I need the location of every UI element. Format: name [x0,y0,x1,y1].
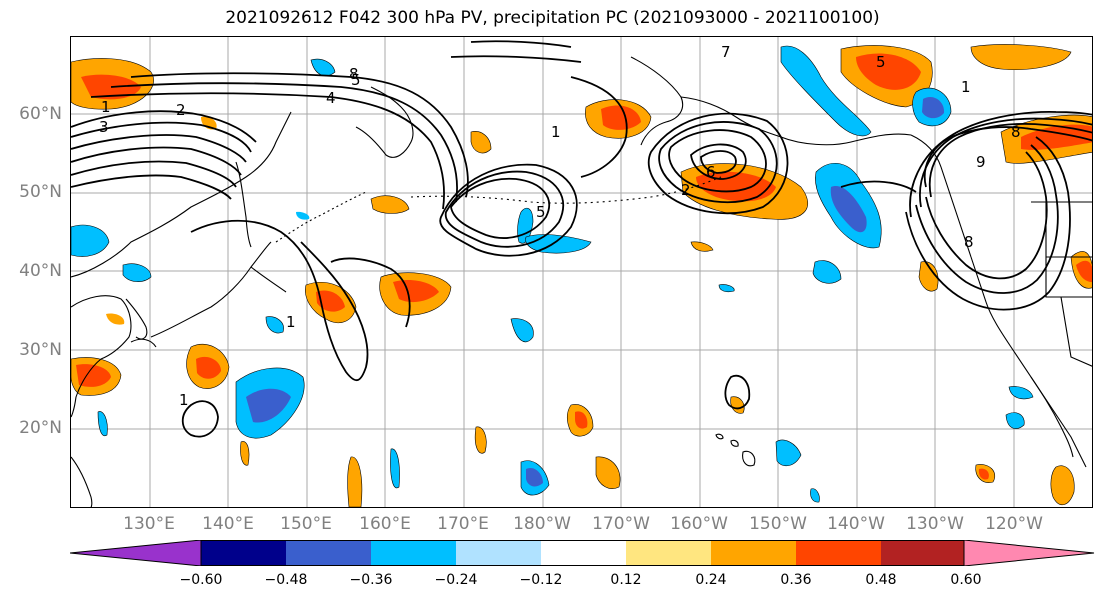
lon-label-120w: 120°W [985,514,1043,534]
contour-label: 5 [351,71,361,89]
colorbar-tick-label: 0.48 [865,572,897,588]
colorbar [69,539,1095,570]
colorbar-tick-label: −0.36 [349,572,393,588]
contour-label: 3 [99,118,109,136]
lon-label-170e: 170°E [437,514,489,534]
colorbar-swatch [456,540,541,566]
lon-label-180w: 180°W [513,514,571,534]
colorbar-swatch [881,540,964,566]
lat-label-50n: 50°N [19,182,62,202]
contour-label: 1 [286,313,296,331]
lon-label-160w: 160°W [670,514,728,534]
lon-label-170w: 170°W [592,514,650,534]
contour-label: 9 [976,153,986,171]
contour-label: 2 [176,101,186,119]
contour-label: 1 [551,123,561,141]
contour-label: 8 [964,233,974,251]
contour-label: 1 [179,391,189,409]
colorbar-tick-label: −0.24 [434,572,478,588]
colorbar-tick-label: 0.12 [610,572,642,588]
colorbar-swatch [626,540,711,566]
lat-label-20n: 20°N [19,418,62,438]
contour-label: 8 [349,65,359,83]
lon-label-130w: 130°W [906,514,964,534]
contour-label: 2 [681,181,691,199]
lat-label-30n: 30°N [19,340,62,360]
colorbar-swatch [796,540,881,566]
colorbar-swatch-lt-minus-060 [69,539,202,567]
contour-label: 5 [536,203,546,221]
colorbar-tick-label: −0.12 [519,572,563,588]
contour-label: 6 [706,163,716,181]
colorbar-tick-label: 0.24 [695,572,727,588]
colorbar-frame [200,540,965,566]
contour-label: 8 [1011,123,1021,141]
colorbar-swatch [541,540,626,566]
lon-label-160e: 160°E [359,514,411,534]
colorbar-swatch [371,540,456,566]
colorbar-tick-label: 0.36 [780,572,812,588]
negative-precip-areas [71,45,1034,503]
colorbar-swatch-gt-060 [963,539,1095,567]
colorbar-svg [69,539,1095,567]
map-title: 2021092612 F042 300 hPa PV, precipitatio… [225,8,880,28]
colorbar-tick-label: −0.48 [264,572,308,588]
contour-label: 5 [876,53,886,71]
lon-label-150e: 150°E [280,514,332,534]
colorbar-swatch [711,540,796,566]
contour-labels: 1 2 3 4 5 6 7 8 9 1 1 2 1 1 5 8 8 5 [99,43,1021,409]
colorbar-swatch [201,540,286,566]
map-panel: 1 2 3 4 5 6 7 8 9 1 1 2 1 1 5 8 8 5 [70,36,1093,508]
lon-label-150w: 150°W [749,514,807,534]
pv-contours [71,40,1092,438]
contour-label: 4 [326,89,336,107]
colorbar-swatch [286,540,371,566]
contour-label: 1 [961,78,971,96]
lon-label-130e: 130°E [123,514,175,534]
map-canvas: 1 2 3 4 5 6 7 8 9 1 1 2 1 1 5 8 8 5 [71,37,1092,507]
lon-label-140w: 140°W [827,514,885,534]
contour-label: 7 [721,43,731,61]
colorbar-tick-label: −0.60 [179,572,223,588]
lat-label-40n: 40°N [19,261,62,281]
lat-label-60n: 60°N [19,104,62,124]
contour-label: 1 [101,98,111,116]
colorbar-tick-label: 0.60 [950,572,982,588]
lon-label-140e: 140°E [202,514,254,534]
